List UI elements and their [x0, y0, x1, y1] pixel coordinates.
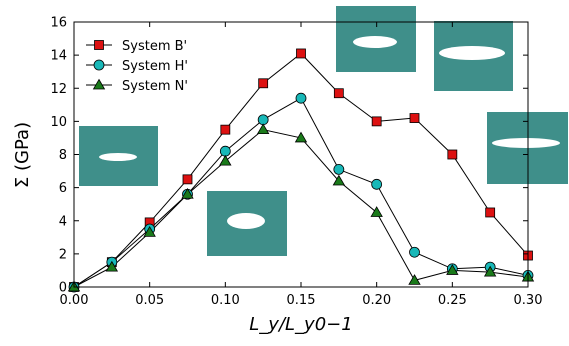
data-point-series-1	[371, 116, 382, 127]
data-point-series-1	[182, 174, 193, 185]
inset-image-1	[79, 126, 158, 186]
data-point-series-3	[408, 274, 421, 285]
y-tick-label: 0	[59, 281, 67, 296]
data-point-series-3	[332, 174, 346, 186]
legend: System B' System H' System N'	[86, 39, 188, 94]
legend-label-system-b: System B'	[122, 39, 187, 54]
inset-image-4	[434, 21, 513, 91]
data-point-series-3	[105, 260, 119, 272]
x-axis-label: L_y/L_y0−1	[249, 314, 352, 335]
y-tick-label: 6	[59, 181, 67, 196]
y-axis-label: Σ (GPa)	[12, 122, 33, 188]
y-tick-label: 14	[50, 49, 67, 64]
x-tick-label: 0.15	[287, 293, 316, 308]
data-point-series-3	[294, 131, 308, 143]
data-point-series-3	[370, 206, 383, 217]
y-tick-label: 12	[50, 82, 67, 97]
data-point-series-1	[333, 88, 344, 99]
y-tick-label: 4	[59, 214, 67, 229]
data-point-series-3	[256, 123, 270, 135]
x-tick-label: 0.20	[362, 293, 391, 308]
x-tick-label: 0.30	[514, 293, 543, 308]
data-point-series-1	[447, 149, 458, 160]
data-point-series-2	[333, 164, 345, 175]
x-tick-label: 0.00	[60, 293, 89, 308]
y-tick-label: 16	[50, 16, 67, 31]
data-point-series-2	[219, 145, 231, 157]
legend-item-system-b: System B'	[86, 39, 187, 54]
data-point-series-2	[409, 246, 420, 258]
data-point-series-1	[220, 124, 231, 135]
inset-images	[79, 6, 568, 256]
y-tick-label: 8	[59, 148, 67, 163]
legend-item-system-h: System H'	[86, 59, 188, 74]
legend-label-system-n: System N'	[122, 79, 188, 94]
x-tick-label: 0.25	[438, 293, 467, 308]
legend-item-system-n: System N'	[86, 78, 188, 94]
data-point-series-1	[296, 48, 306, 59]
data-point-series-2	[371, 178, 383, 190]
legend-label-system-h: System H'	[122, 59, 188, 74]
data-point-series-1	[258, 78, 269, 89]
data-point-series-2	[257, 114, 269, 126]
data-point-series-3	[483, 265, 497, 277]
axis-ticks: 0.00 0.05 0.10 0.15 0.20 0.25 0.30 0 2 4 6 8 10 12 14 1…	[50, 16, 542, 309]
data-point-series-3	[143, 226, 156, 237]
data-point-series-1	[409, 113, 420, 123]
data-point-series-2	[295, 92, 307, 104]
inset-image-3	[336, 6, 416, 72]
data-point-series-1	[485, 207, 496, 218]
y-tick-label: 2	[59, 247, 67, 262]
data-point-series-3	[446, 264, 459, 275]
x-tick-label: 0.05	[135, 293, 164, 308]
data-point-series-3	[181, 187, 194, 199]
data-point-series-3	[219, 154, 232, 166]
y-tick-label: 10	[50, 115, 67, 130]
x-tick-label: 0.10	[211, 293, 240, 308]
inset-image-2	[207, 191, 287, 256]
